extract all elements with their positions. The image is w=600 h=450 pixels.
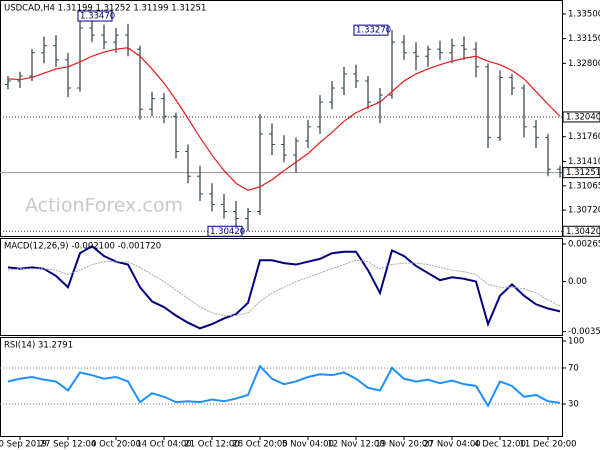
y-tick-label: 1.31760 — [568, 132, 600, 142]
indicator-line — [7, 259, 561, 317]
panel-title: MACD(12,26,9) -0.002100 -0.001720 — [4, 242, 161, 252]
x-tick-label: 12 Nov 12:00 — [327, 440, 384, 450]
y-tick-label: 0.002652 — [568, 239, 600, 249]
indicator-line — [7, 364, 561, 408]
y-tick-label: 1.33150 — [568, 34, 600, 44]
y-tick-label: 30 — [568, 399, 579, 409]
annotation-box — [77, 10, 113, 22]
annotation: 1.30420 — [210, 227, 245, 237]
y-tick-label: 70 — [568, 363, 579, 373]
watermark: ActionForex.com — [25, 195, 183, 217]
y-tick-label: 0.00 — [568, 277, 587, 287]
x-tick-label: 21 Oct 12:00 — [184, 440, 239, 450]
annotation: 1.33470 — [80, 12, 115, 22]
annotation-box — [353, 24, 389, 36]
panel-frame — [0, 337, 563, 437]
x-tick-label: 28 Oct 20:00 — [232, 440, 287, 450]
y-tick-label: -0.003526 — [568, 327, 600, 337]
x-tick-label: 5 Nov 04:00 — [282, 440, 334, 450]
panel-title: RSI(14) 31.2791 — [4, 341, 73, 351]
moving-average — [7, 47, 561, 191]
annotation-box — [207, 225, 243, 237]
price-label: 1.31251 — [566, 168, 600, 178]
x-tick-label: 19 Nov 20:00 — [375, 440, 432, 450]
x-tick-label: 20 Sep 2019 — [0, 440, 47, 450]
y-tick-label: 1.33500 — [568, 9, 600, 19]
price-label-box — [562, 225, 600, 237]
annotation: 1.33270 — [356, 26, 391, 36]
price-label: 1.30420 — [566, 227, 600, 237]
panel-frame — [0, 238, 563, 336]
y-tick-label: 1.31410 — [568, 157, 600, 167]
price-label-box — [562, 111, 600, 123]
x-tick-label: 4 Oct 20:00 — [91, 440, 141, 450]
x-tick-label: 11 Dec 20:00 — [519, 440, 576, 450]
y-tick-label: 100 — [568, 336, 584, 346]
x-tick-label: 4 Dec 12:00 — [474, 440, 526, 450]
indicator-line — [7, 244, 561, 330]
price-label: 1.32040 — [566, 112, 600, 122]
y-tick-label: 1.32800 — [568, 59, 600, 69]
x-tick-label: 27 Sep 12:00 — [40, 440, 97, 450]
y-tick-label: 1.31065 — [568, 181, 600, 191]
y-tick-label: 1.30720 — [568, 206, 600, 216]
panel-title: USDCAD,H4 1.31199 1.31252 1.31199 1.3125… — [4, 4, 206, 14]
x-tick-label: 14 Oct 04:00 — [136, 440, 191, 450]
x-tick-label: 27 Nov 04:00 — [423, 440, 480, 450]
